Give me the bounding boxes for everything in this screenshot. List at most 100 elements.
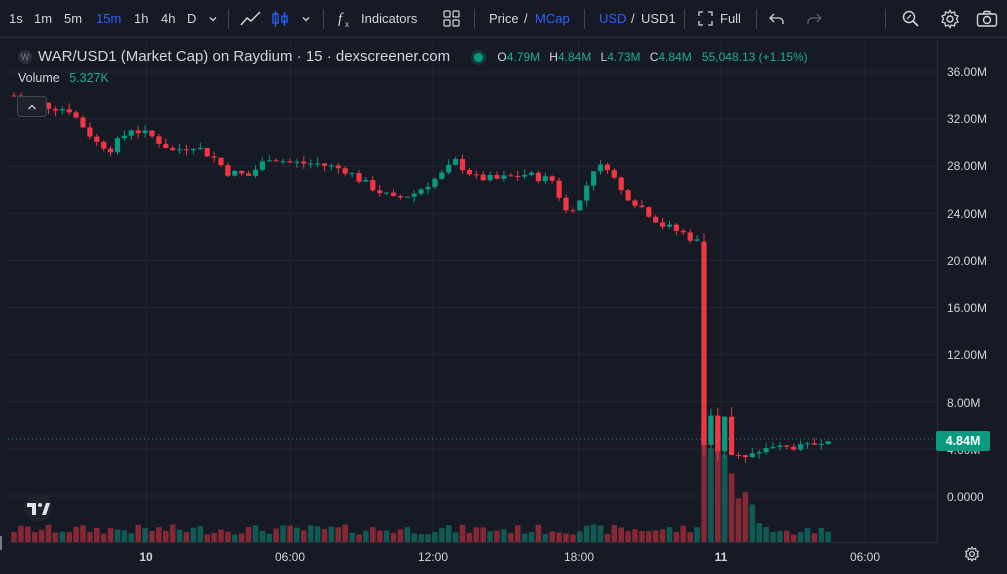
candlestick-chart[interactable] — [8, 40, 937, 542]
volume-bar — [646, 531, 652, 542]
chevron-down-icon[interactable] — [300, 0, 312, 37]
candlestick-icon[interactable] — [271, 0, 289, 37]
candle-body — [439, 172, 445, 179]
candle-body — [770, 447, 776, 449]
volume-bar — [80, 525, 86, 542]
tradingview-logo[interactable] — [20, 494, 56, 522]
svg-text:x: x — [345, 20, 349, 29]
scroll-left-handle[interactable] — [0, 536, 5, 550]
candle-body — [356, 173, 362, 182]
volume-legend: Volume 5.327K — [18, 71, 109, 85]
slash-separator: / — [524, 11, 528, 26]
layout-icon[interactable] — [443, 0, 460, 37]
candle-body — [135, 130, 141, 134]
interval-1d[interactable]: D — [187, 11, 197, 26]
volume-bar — [94, 527, 100, 542]
interval-1m[interactable]: 1m — [34, 11, 53, 26]
volume-bar — [632, 529, 638, 542]
volume-bar — [756, 523, 762, 542]
volume-bar — [411, 533, 417, 542]
fullscreen-icon[interactable] — [698, 0, 713, 37]
volume-bar — [480, 527, 486, 542]
ohlc-open-label: O — [497, 50, 507, 64]
volume-bar — [238, 533, 245, 542]
candle-body — [625, 190, 631, 201]
volume-bar — [597, 525, 604, 542]
price-toggle[interactable]: Price — [489, 11, 519, 26]
volume-bar — [87, 532, 93, 542]
candle-body — [335, 165, 341, 169]
volume-bar — [439, 528, 445, 542]
interval-15m[interactable]: 15m — [96, 11, 122, 26]
candle-body — [59, 109, 65, 111]
toolbar-divider — [584, 9, 585, 29]
usd-toggle[interactable]: USD — [599, 11, 627, 26]
candle-body — [315, 163, 321, 165]
toolbar-divider — [474, 9, 475, 29]
interval-4h[interactable]: 4h — [161, 11, 176, 26]
candle-body — [632, 200, 638, 206]
candle-body — [604, 164, 610, 171]
volume-bar — [728, 473, 735, 542]
volume-bar — [618, 527, 624, 542]
candle-body — [680, 230, 686, 233]
candle-body — [94, 136, 100, 142]
gear-icon[interactable] — [940, 0, 960, 37]
volume-bar — [742, 492, 749, 542]
candle-body — [66, 109, 72, 113]
candle-body — [45, 102, 52, 109]
volume-bar — [176, 529, 183, 542]
mcap-toggle[interactable]: MCap — [535, 11, 570, 26]
volume-bar — [266, 533, 273, 542]
search-zoom-icon[interactable] — [901, 0, 921, 37]
volume-bar — [790, 534, 797, 542]
undo-icon[interactable] — [769, 0, 785, 37]
candle-body — [321, 163, 328, 166]
volume-bar — [307, 525, 314, 542]
full-button[interactable]: Full — [720, 11, 741, 26]
volume-bar — [639, 530, 645, 542]
interval-1s[interactable]: 1s — [9, 11, 23, 26]
candle-body — [170, 148, 176, 151]
indicators-button[interactable]: Indicators — [361, 11, 418, 26]
candle-body — [11, 95, 17, 97]
chevron-down-icon[interactable] — [207, 0, 219, 37]
candle-body — [528, 172, 535, 175]
symbol-title[interactable]: WAR/USD1 (Market Cap) on Raydium · 15 · … — [38, 48, 451, 65]
volume-bar — [625, 531, 631, 542]
chart-legend: W WAR/USD1 (Market Cap) on Raydium · 15 ·… — [18, 44, 808, 70]
volume-bar — [818, 527, 825, 542]
volume-bar — [521, 533, 528, 542]
candle-body — [466, 170, 472, 175]
volume-bar — [673, 531, 680, 542]
price-tick: 12.00M — [947, 348, 988, 362]
candle-body — [80, 117, 86, 128]
time-axis[interactable]: 10 06:00 12:00 18:00 11 06:00 — [8, 542, 937, 574]
redo-icon[interactable] — [806, 0, 822, 37]
volume-bar — [473, 527, 480, 542]
chart-pane[interactable] — [8, 40, 937, 542]
usd1-toggle[interactable]: USD1 — [641, 11, 676, 26]
candle-body — [563, 197, 569, 211]
volume-bar — [25, 526, 31, 542]
toolbar-divider — [885, 9, 886, 29]
interval-1h[interactable]: 1h — [134, 11, 149, 26]
chart-settings-gear-icon[interactable] — [964, 546, 980, 567]
camera-icon[interactable] — [976, 0, 998, 37]
volume-bar — [797, 532, 804, 542]
volume-bar — [397, 529, 404, 542]
candle-body — [432, 178, 438, 187]
candle-body — [791, 446, 797, 450]
volume-bar — [666, 527, 673, 542]
candle-body — [397, 195, 403, 198]
collapse-legend-button[interactable] — [17, 96, 47, 117]
volume-bar — [749, 504, 756, 542]
volume-bar — [52, 532, 59, 542]
candle-body — [618, 177, 624, 191]
interval-5m[interactable]: 5m — [64, 11, 83, 26]
line-chart-icon[interactable] — [239, 0, 263, 37]
candle-body — [163, 143, 169, 149]
ohlc-low-value: 4.73M — [607, 50, 641, 64]
price-axis[interactable]: 36.00M 32.00M 28.00M 24.00M 20.00M 16.00… — [937, 40, 1007, 542]
